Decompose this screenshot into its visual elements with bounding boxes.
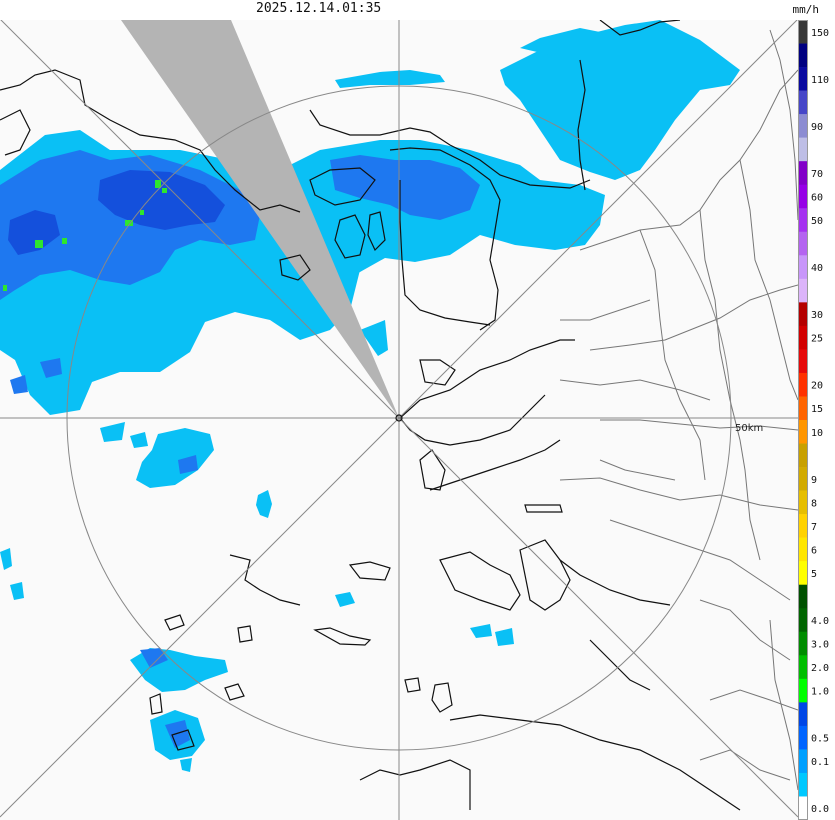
legend-swatch bbox=[798, 43, 808, 68]
coastline bbox=[0, 20, 741, 811]
timestamp: 2025.12.14.01:35 bbox=[256, 1, 382, 16]
legend-swatch bbox=[798, 702, 808, 727]
legend-swatch bbox=[798, 490, 808, 515]
legend-swatch bbox=[798, 796, 808, 820]
legend-label: 150 bbox=[811, 28, 829, 39]
legend-label: 70 bbox=[811, 169, 823, 180]
legend-labels: 150 110 90 70 60 50 40 30 25 20 15 10 9 8 7 6 5 4.0 3.0 2.0… bbox=[811, 28, 829, 815]
legend-label: 4.0 bbox=[811, 616, 829, 627]
legend-label: 9 bbox=[811, 475, 817, 486]
legend-swatch bbox=[798, 137, 808, 162]
legend-swatch bbox=[798, 561, 808, 586]
legend-swatch bbox=[798, 678, 808, 703]
legend-label: 0.0 bbox=[811, 804, 829, 815]
legend-swatch bbox=[798, 537, 808, 562]
legend-swatch bbox=[798, 514, 808, 538]
legend-label: 60 bbox=[811, 192, 823, 203]
legend-swatch bbox=[798, 749, 808, 774]
legend-swatch bbox=[798, 302, 808, 327]
blocked-sector bbox=[121, 20, 399, 418]
legend-label: 20 bbox=[811, 381, 823, 392]
crosshair-diagonal-2 bbox=[0, 20, 798, 818]
legend-swatch bbox=[798, 90, 808, 115]
precip-heavy bbox=[8, 170, 225, 255]
legend-swatch bbox=[798, 655, 808, 680]
legend-swatch bbox=[798, 278, 808, 303]
legend-swatch bbox=[798, 420, 808, 444]
legend-label: 90 bbox=[811, 122, 823, 133]
legend-label: 50 bbox=[811, 216, 823, 227]
legend-label: 15 bbox=[811, 404, 823, 415]
legend-label: 10 bbox=[811, 428, 823, 439]
legend-swatch bbox=[798, 372, 808, 397]
legend-swatch bbox=[798, 231, 808, 256]
legend-label: 5 bbox=[811, 569, 817, 580]
legend-swatch bbox=[798, 349, 808, 374]
legend-swatch bbox=[798, 772, 808, 797]
legend-swatch bbox=[798, 584, 808, 609]
legend-swatch bbox=[798, 443, 808, 468]
range-ring-label: 50km bbox=[735, 423, 763, 434]
radar-site-marker bbox=[395, 414, 403, 422]
legend-swatch bbox=[798, 631, 808, 656]
legend-swatch bbox=[798, 725, 808, 750]
legend-swatch bbox=[798, 161, 808, 186]
legend-label: 0.5 bbox=[811, 734, 829, 745]
legend-swatch bbox=[798, 20, 808, 44]
legend-label: 3.0 bbox=[811, 640, 829, 651]
legend-swatch bbox=[798, 608, 808, 633]
precip-intense bbox=[3, 180, 167, 291]
legend-swatch bbox=[798, 67, 808, 91]
legend-swatch bbox=[798, 467, 808, 491]
legend-label: 2.0 bbox=[811, 663, 829, 674]
legend-swatch bbox=[798, 184, 808, 209]
legend-label: 30 bbox=[811, 310, 823, 321]
radar-map: 50km bbox=[0, 20, 798, 820]
admin-boundaries bbox=[559, 29, 798, 791]
legend-swatch bbox=[798, 114, 808, 138]
legend-label: 0.1 bbox=[811, 757, 829, 768]
header-bar: 2025.12.14.01:35 mm/h bbox=[0, 0, 835, 20]
legend-swatches bbox=[798, 20, 808, 820]
legend-swatch bbox=[798, 396, 808, 421]
legend-label: 6 bbox=[811, 545, 817, 556]
legend-label: 7 bbox=[811, 522, 817, 533]
range-grid bbox=[0, 20, 798, 820]
color-legend: 150 110 90 70 60 50 40 30 25 20 15 10 9 8 7 6 5 4.0 3.0 2.0… bbox=[798, 20, 829, 820]
legend-label: 110 bbox=[811, 75, 829, 86]
legend-swatch bbox=[798, 325, 808, 350]
legend-swatch bbox=[798, 208, 808, 233]
legend-swatch bbox=[798, 255, 808, 280]
legend-label: 1.0 bbox=[811, 687, 829, 698]
legend-label: 40 bbox=[811, 263, 823, 274]
legend-label: 8 bbox=[811, 498, 817, 509]
unit-label: mm/h bbox=[792, 3, 820, 16]
legend-label: 25 bbox=[811, 334, 823, 345]
